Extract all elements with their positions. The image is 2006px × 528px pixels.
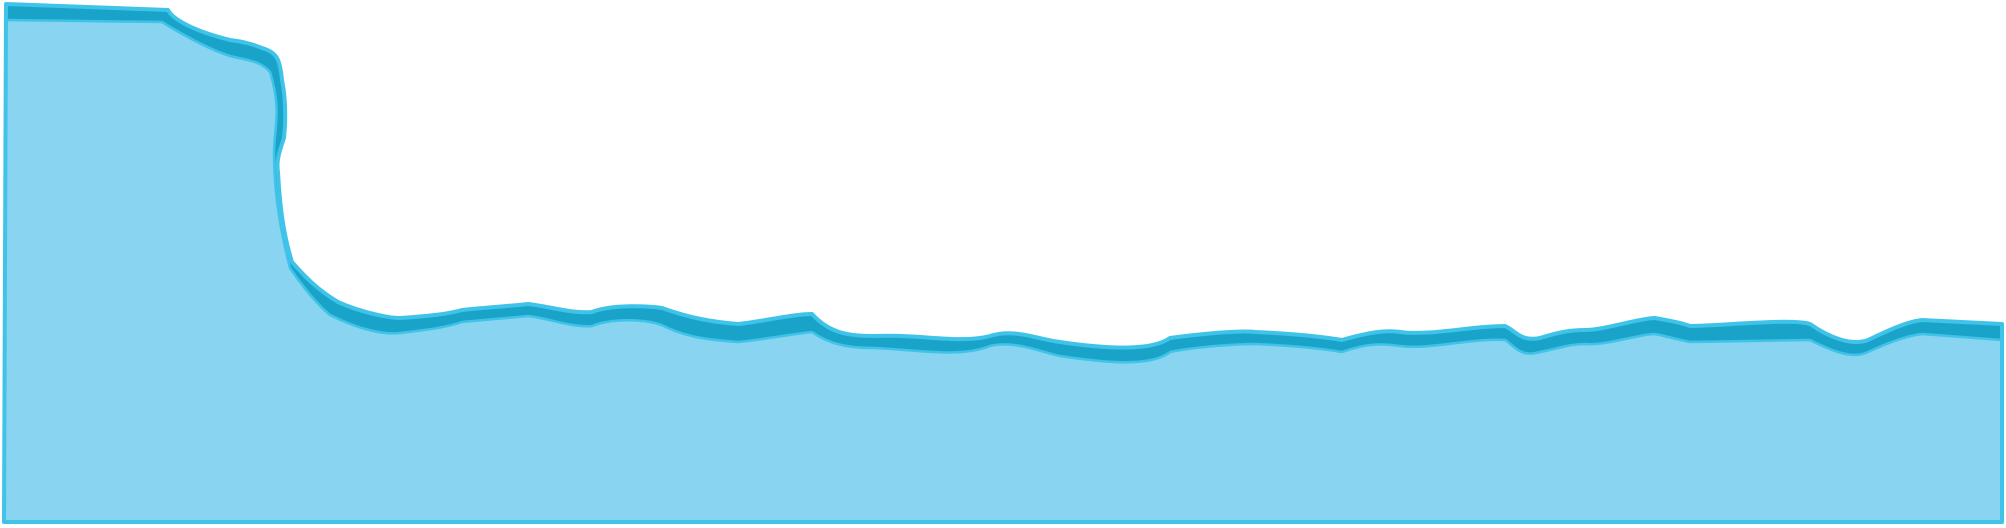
surface-band [6, 4, 2002, 363]
surface-inner-line [5, 18, 2003, 364]
water-body [6, 20, 2002, 522]
